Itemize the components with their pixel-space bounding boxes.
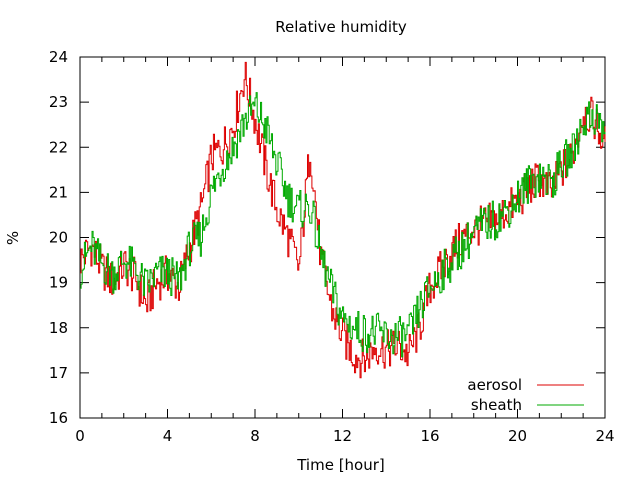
legend-label-sheath: sheath	[471, 396, 522, 414]
y-tick-label: 16	[49, 409, 68, 427]
series-line-sheath	[80, 92, 606, 358]
x-tick-label: 12	[333, 427, 352, 445]
y-tick-label: 18	[49, 319, 68, 337]
x-tick-label: 4	[163, 427, 173, 445]
x-tick-label: 8	[250, 427, 260, 445]
series-lines	[80, 61, 606, 379]
y-tick-label: 21	[49, 183, 68, 201]
plot-frame	[79, 56, 606, 419]
plot-border	[79, 56, 606, 419]
x-axis-label: Time [hour]	[296, 456, 385, 474]
y-tick-label: 19	[49, 274, 68, 292]
y-tick-label: 20	[49, 229, 68, 247]
series-line-aerosol	[80, 61, 606, 379]
x-tick-label: 16	[420, 427, 439, 445]
legend: aerosol sheath	[467, 376, 584, 414]
y-axis-label: %	[4, 231, 22, 245]
y-tick-label: 23	[49, 93, 68, 111]
axis-tick-labels: 0 4 8 12 16 20 24 16 17 18 19 20 21 22 23 24	[49, 48, 615, 445]
legend-label-aerosol: aerosol	[467, 376, 522, 394]
y-tick-label: 22	[49, 138, 68, 156]
x-tick-label: 20	[508, 427, 527, 445]
y-tick-label: 24	[49, 48, 68, 66]
chart-title: Relative humidity	[275, 18, 407, 36]
y-tick-label: 17	[49, 364, 68, 382]
x-tick-label: 0	[75, 427, 85, 445]
axis-ticks	[79, 56, 606, 419]
x-tick-label: 24	[595, 427, 614, 445]
